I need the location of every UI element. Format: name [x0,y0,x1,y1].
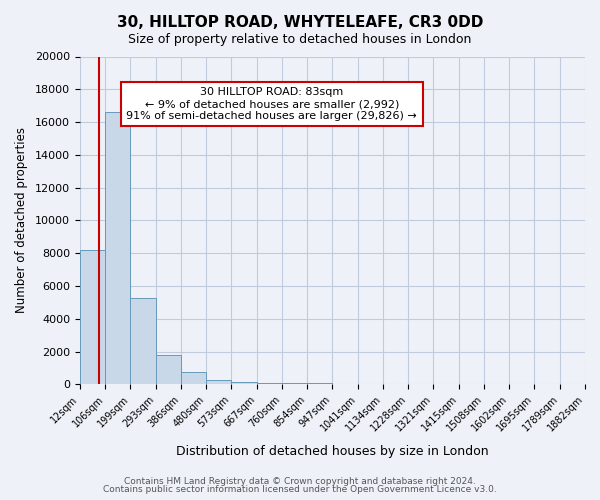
Bar [156,355,181,384]
Bar [181,372,206,384]
X-axis label: Distribution of detached houses by size in London: Distribution of detached houses by size … [176,444,489,458]
Bar [206,380,232,384]
Bar [80,250,105,384]
Y-axis label: Number of detached properties: Number of detached properties [15,128,28,314]
Text: Contains public sector information licensed under the Open Government Licence v3: Contains public sector information licen… [103,485,497,494]
Bar [257,383,282,384]
Bar [232,382,257,384]
Bar [130,298,156,384]
Text: 30, HILLTOP ROAD, WHYTELEAFE, CR3 0DD: 30, HILLTOP ROAD, WHYTELEAFE, CR3 0DD [117,15,483,30]
Text: Contains HM Land Registry data © Crown copyright and database right 2024.: Contains HM Land Registry data © Crown c… [124,477,476,486]
Text: Size of property relative to detached houses in London: Size of property relative to detached ho… [128,32,472,46]
Bar [105,112,130,384]
Bar [282,383,307,384]
Text: 30 HILLTOP ROAD: 83sqm
← 9% of detached houses are smaller (2,992)
91% of semi-d: 30 HILLTOP ROAD: 83sqm ← 9% of detached … [127,88,417,120]
